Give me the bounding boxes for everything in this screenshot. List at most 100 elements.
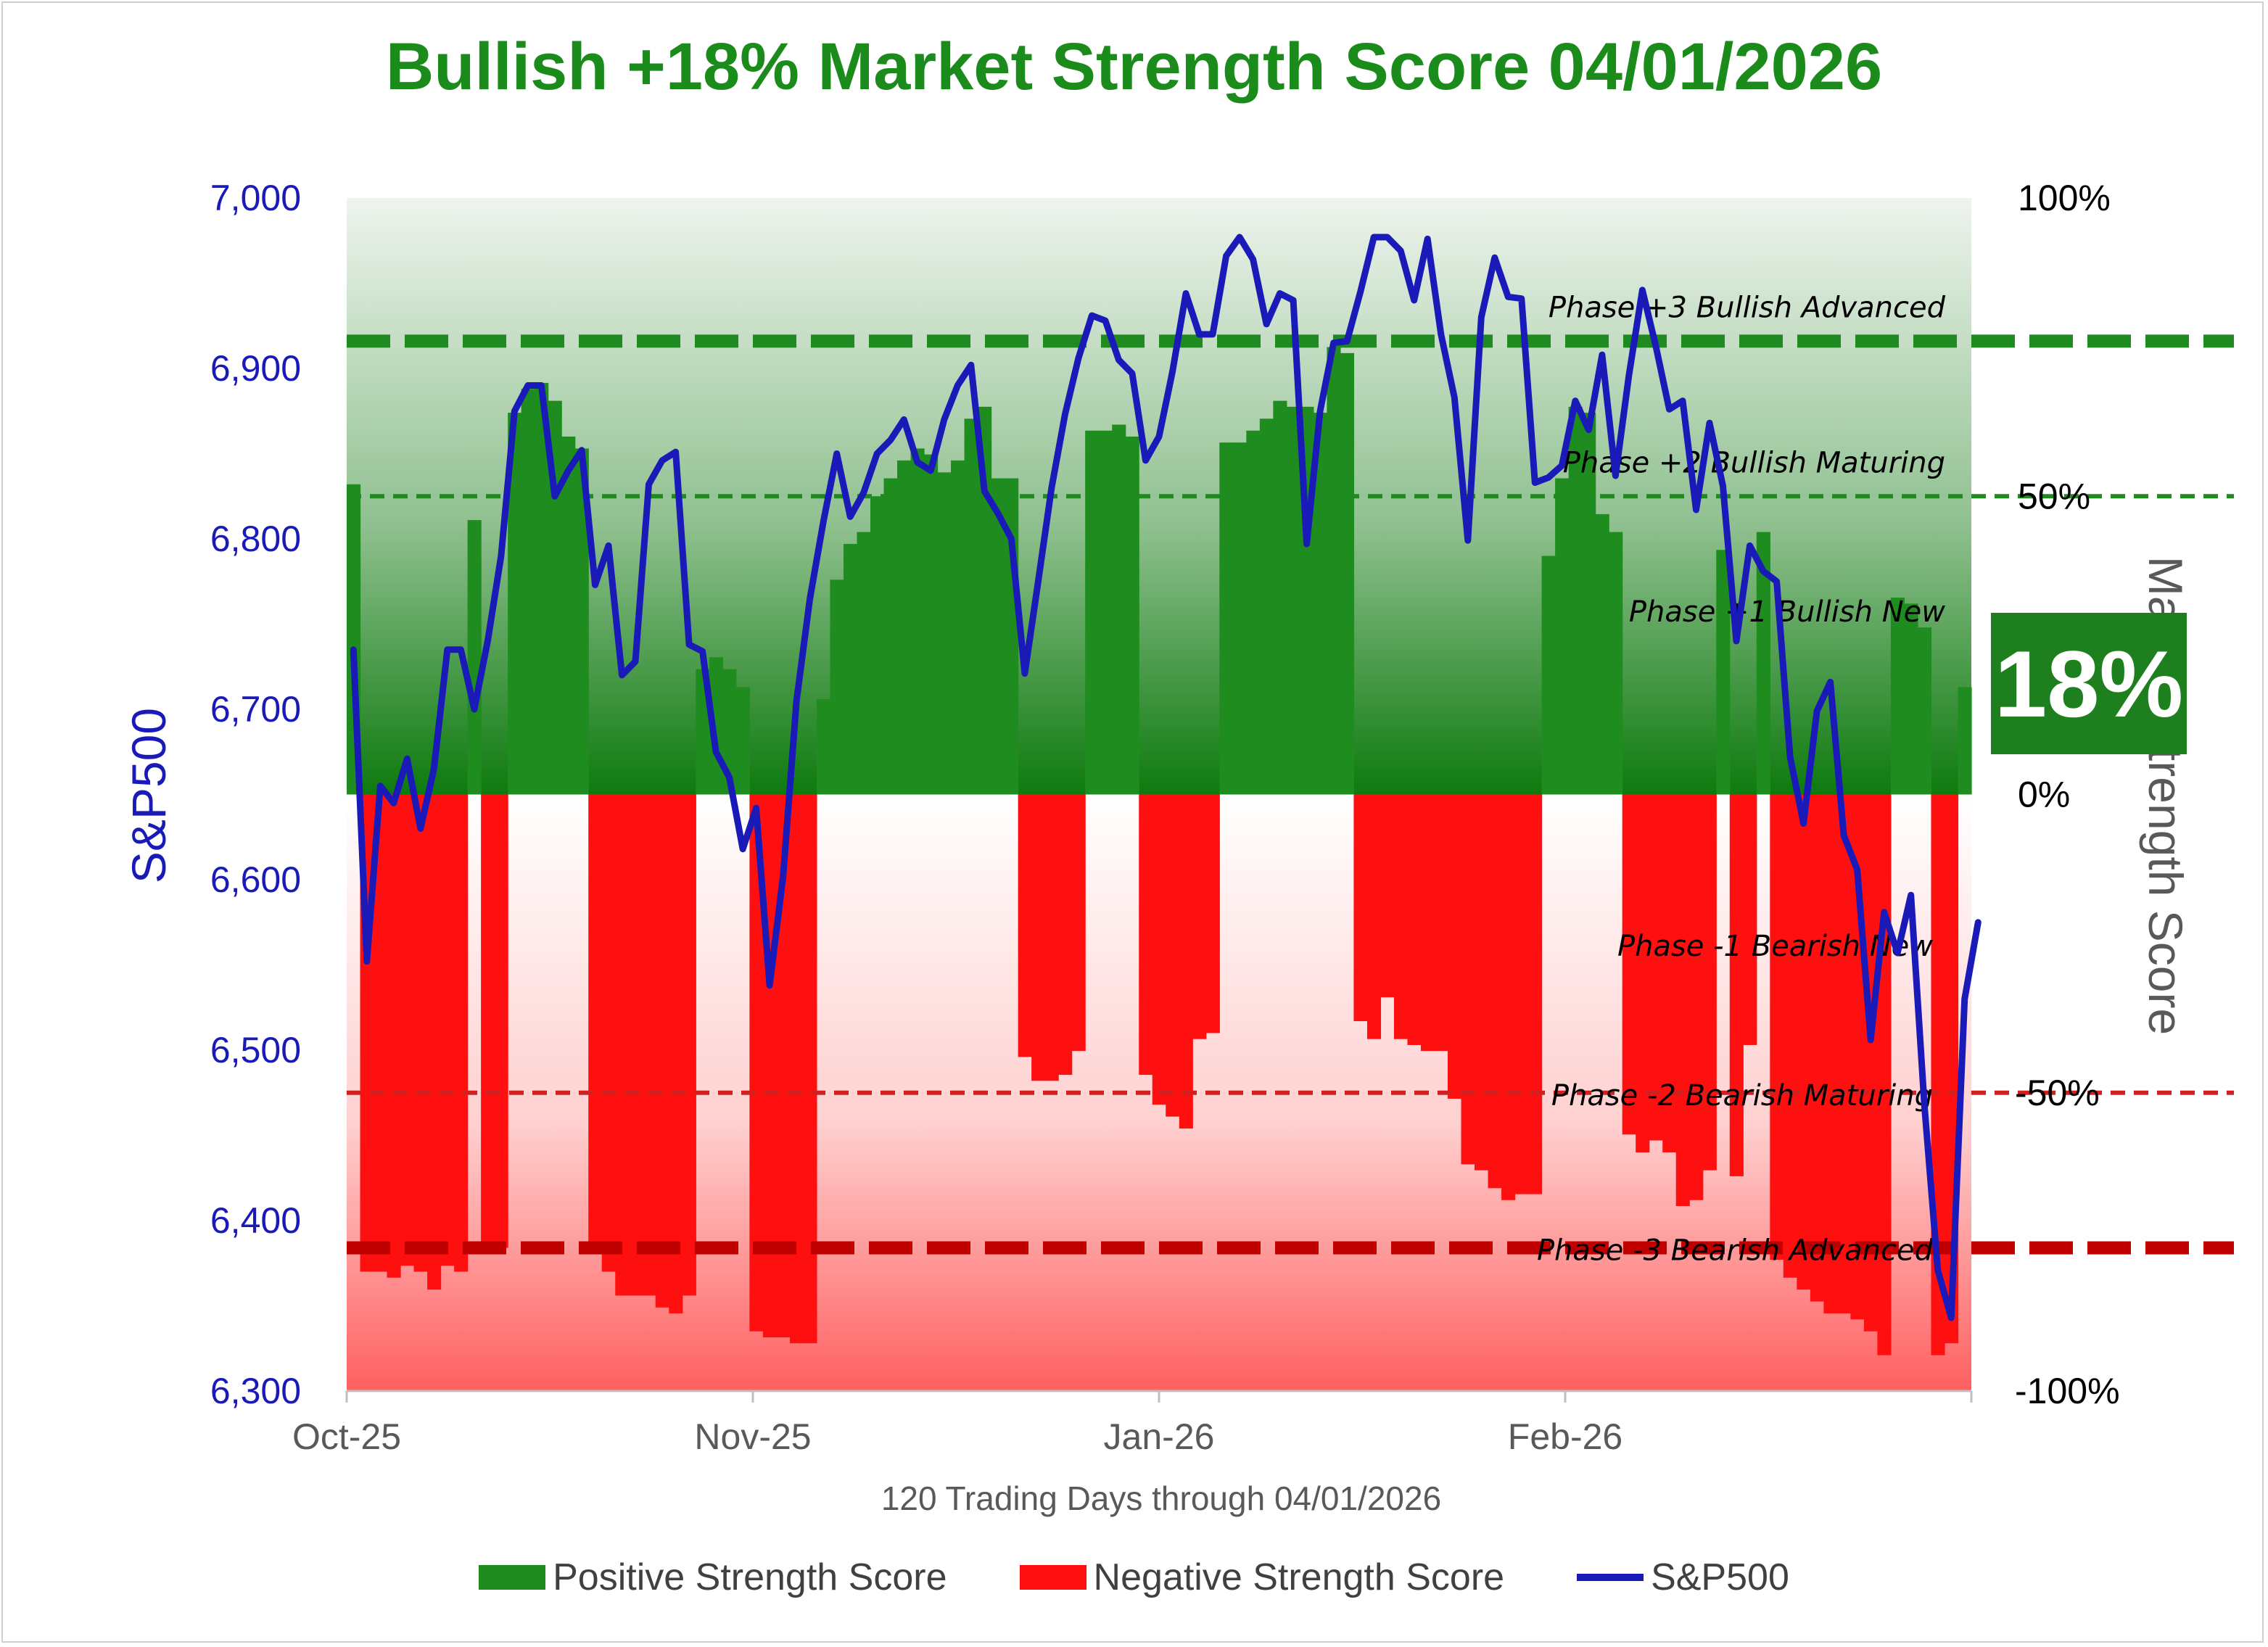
phase-label: Phase +2 Bullish Maturing	[1563, 446, 1945, 479]
negative-strength-bar	[1058, 794, 1073, 1076]
positive-strength-bar	[1112, 424, 1126, 795]
negative-strength-bar	[1836, 794, 1851, 1314]
positive-strength-bar	[870, 496, 885, 795]
legend-item-negative: Negative Strength Score	[1019, 1556, 1505, 1599]
negative-strength-bar	[615, 794, 630, 1296]
positive-strength-bar	[978, 406, 992, 795]
negative-strength-bar	[1475, 794, 1489, 1171]
positive-strength-bar	[1125, 437, 1139, 795]
negative-strength-bar	[413, 794, 428, 1272]
negative-strength-bar	[1702, 794, 1717, 1171]
negative-strength-bar	[1353, 794, 1368, 1022]
positive-strength-bar	[830, 579, 844, 795]
legend-swatch-positive	[479, 1565, 546, 1590]
negative-strength-bar	[1031, 794, 1046, 1081]
positive-strength-bar	[1259, 418, 1274, 795]
negative-strength-bar	[1743, 794, 1757, 1045]
negative-strength-bar	[374, 794, 388, 1272]
phase-label: Phase -3 Bearish Advanced	[1537, 1234, 1934, 1268]
positive-strength-bar	[1756, 532, 1770, 795]
y-left-tick-label: 6,900	[210, 348, 301, 389]
negative-strength-bar	[1662, 794, 1677, 1152]
x-tick-label: Oct-25	[292, 1416, 401, 1457]
positive-strength-bar	[897, 460, 912, 795]
positive-strength-bar	[535, 382, 549, 795]
positive-strength-bar	[1327, 347, 1341, 795]
y-left-tick-label: 6,500	[210, 1030, 301, 1070]
positive-strength-bar	[467, 520, 482, 795]
positive-strength-bar	[508, 413, 522, 795]
negative-strength-bar	[1729, 794, 1744, 1176]
negative-strength-bar	[1380, 794, 1395, 998]
y-right-tick-label: -100%	[2015, 1371, 2120, 1411]
negative-strength-bar	[1179, 794, 1193, 1129]
positive-strength-bar	[1555, 478, 1570, 795]
y-left-tick-label: 6,400	[210, 1200, 301, 1241]
y-left-tick-label: 6,800	[210, 519, 301, 559]
x-tick-label: Feb-26	[1508, 1416, 1622, 1457]
negative-strength-bar	[1689, 794, 1704, 1200]
positive-strength-bar	[924, 454, 939, 795]
negative-strength-bar	[387, 794, 401, 1278]
legend-label-sp500: S&P500	[1651, 1556, 1789, 1598]
phase-label: Phase +3 Bullish Advanced	[1549, 291, 1946, 324]
positive-strength-bar	[1246, 430, 1261, 795]
positive-strength-bar	[1609, 532, 1623, 795]
y-axis-left-label: S&P500	[122, 708, 176, 883]
positive-strength-bar	[1340, 352, 1355, 795]
positive-strength-bar	[1286, 406, 1300, 795]
negative-strength-bar	[1018, 794, 1032, 1057]
negative-strength-bar	[776, 794, 791, 1337]
positive-strength-bar	[1904, 603, 1918, 795]
positive-strength-bar	[857, 532, 871, 795]
positive-strength-bar	[521, 389, 535, 795]
negative-strength-bar	[1528, 794, 1543, 1194]
positive-strength-bar	[1098, 430, 1113, 795]
positive-strength-bar	[991, 478, 1005, 795]
positive-strength-bar	[1273, 400, 1287, 795]
chart-title: Bullish +18% Market Strength Score 04/01…	[385, 30, 1883, 104]
phase-label: Phase -1 Bearish New	[1617, 930, 1933, 963]
negative-strength-bar	[682, 794, 696, 1296]
negative-strength-bar	[1823, 794, 1838, 1314]
current-score-badge: 18%	[1991, 613, 2187, 754]
negative-strength-bar	[440, 794, 455, 1266]
positive-strength-bar	[1958, 687, 1972, 795]
positive-strength-bar	[1568, 406, 1583, 795]
positive-strength-bar	[843, 544, 858, 795]
positive-strength-bar	[1595, 513, 1609, 795]
negative-strength-bar	[1461, 794, 1475, 1165]
axes: 6,300 6,400 6,500 6,600 6,700 6,800 6,900 7,000…	[210, 178, 2120, 1457]
negative-strength-bar	[749, 794, 764, 1332]
phase-label: Phase -2 Bearish Maturing	[1551, 1079, 1933, 1113]
phase-label: Phase +1 Bullish New	[1629, 595, 1945, 629]
negative-strength-bar	[1407, 794, 1422, 1045]
negative-strength-bar	[494, 794, 508, 1248]
negative-strength-bar	[1139, 794, 1153, 1076]
y-right-tick-label: -50%	[2015, 1073, 2100, 1113]
negative-strength-bar	[1044, 794, 1059, 1081]
negative-strength-bar	[803, 794, 817, 1344]
positive-strength-bar	[1219, 442, 1234, 795]
negative-strength-bar	[1770, 794, 1784, 1260]
x-tick-label: Nov-25	[694, 1416, 811, 1457]
x-tick-label: Jan-26	[1104, 1416, 1215, 1457]
y-left-tick-label: 6,700	[210, 689, 301, 730]
y-left-tick-label: 6,600	[210, 859, 301, 900]
legend-item-positive: Positive Strength Score	[479, 1556, 947, 1599]
legend: Positive Strength Score Negative Strengt…	[0, 1552, 2268, 1603]
sp500-line	[350, 234, 1982, 1321]
legend-label-negative: Negative Strength Score	[1093, 1556, 1505, 1598]
negative-strength-bar	[1192, 794, 1207, 1039]
negative-strength-bar	[481, 794, 495, 1254]
y-left-tick-label: 6,300	[210, 1371, 301, 1411]
negative-strength-bar	[1205, 794, 1220, 1033]
positive-strength-bar	[722, 669, 737, 795]
negative-strength-bar	[1071, 794, 1086, 1052]
positive-strength-bar	[964, 418, 978, 795]
negative-strength-bar	[1366, 794, 1382, 1039]
negative-strength-bar	[1675, 794, 1690, 1207]
negative-strength-bar	[427, 794, 442, 1290]
